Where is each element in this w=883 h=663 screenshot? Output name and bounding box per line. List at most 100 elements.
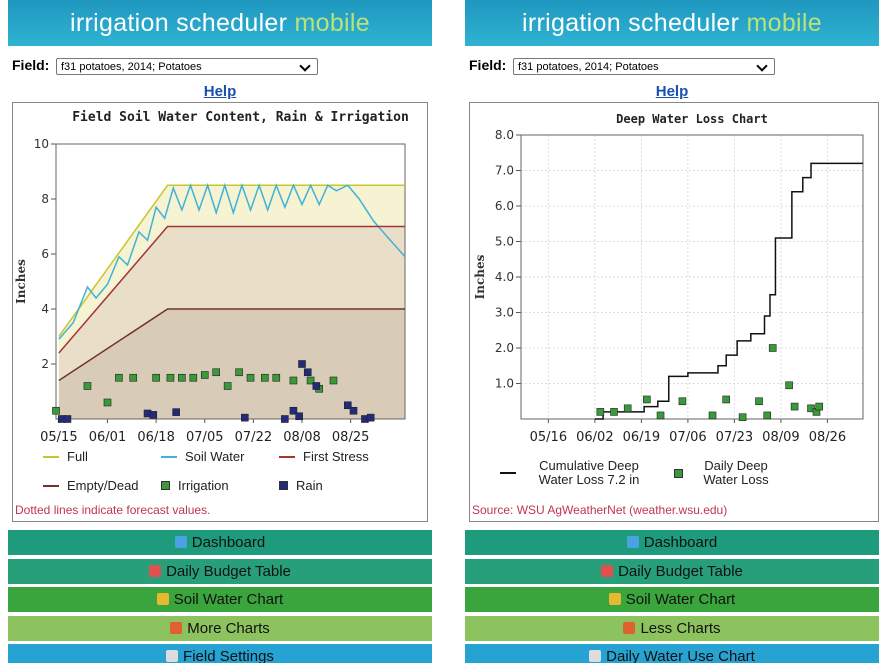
field-select[interactable]: f31 potatoes, 2014; Potatoes (513, 58, 775, 75)
y-tick-label: 6.0 (495, 199, 514, 213)
header-title: irrigation scheduler (522, 9, 740, 37)
data-point (212, 368, 220, 377)
menu-icon (156, 593, 169, 605)
phone-screen: irrigation scheduler mobile Field: f31 pot… (8, 0, 432, 663)
menu-label: Soil Water Chart (625, 591, 736, 608)
menu-label: Field Settings (183, 648, 274, 663)
menu-button[interactable]: More Charts (8, 615, 432, 641)
x-tick-label: 06/01 (89, 430, 126, 443)
data-point (312, 382, 321, 390)
data-point (246, 373, 255, 382)
data-point (261, 373, 269, 382)
y-tick-label: 8.0 (495, 128, 514, 142)
band-fill (58, 185, 405, 353)
data-point (189, 373, 198, 382)
help-link[interactable]: Help (655, 83, 689, 100)
header-accent: mobile (294, 9, 370, 37)
x-tick-label: 08/09 (762, 430, 799, 443)
data-point (303, 368, 312, 377)
legend-swatch (279, 481, 288, 490)
data-point (623, 404, 632, 413)
chart-title: Field Soil Water Content, Rain & Irrigat… (72, 110, 409, 125)
data-point (366, 413, 375, 422)
data-point (785, 381, 793, 390)
x-tick-label: 07/23 (716, 430, 753, 443)
menu-label: Dashboard (643, 534, 718, 551)
legend-item: Full (43, 449, 161, 464)
menu-label: More Charts (187, 619, 270, 637)
data-point (643, 395, 651, 404)
y-axis-label: Inches (473, 254, 487, 299)
x-tick-label: 05/15 (40, 430, 77, 443)
data-point (768, 344, 777, 352)
legend-item: Irrigation (161, 478, 279, 493)
help-link[interactable]: Help (203, 83, 237, 100)
x-tick-label: 06/19 (623, 430, 660, 443)
header-accent: mobile (746, 9, 822, 37)
menu-button[interactable]: Dashboard (465, 530, 879, 555)
legend: Full Soil Water First Stress Empty/Dead Irri… (13, 449, 427, 493)
field-select[interactable]: f31 potatoes, 2014; Potatoes (56, 58, 318, 75)
data-point (166, 373, 175, 382)
menu-icon (166, 650, 179, 662)
data-point (149, 411, 158, 419)
data-point (103, 398, 112, 407)
menu-label: Dashboard (191, 534, 266, 551)
legend-item: Empty/Dead (43, 478, 161, 493)
menu-button[interactable]: Dashboard (8, 530, 432, 555)
legend-label: Empty/Dead (67, 478, 139, 493)
data-point (63, 415, 72, 423)
legend-swatch (500, 472, 516, 474)
data-point (656, 411, 665, 420)
chart: Deep Water Loss Chart Inches 1.0 2.0 3.0 4.0 5… (473, 112, 864, 443)
menu-button[interactable]: Daily Budget Table (465, 558, 879, 584)
menu-button[interactable]: Daily Water Use Chart (465, 644, 879, 663)
y-tick-label: 8 (41, 192, 49, 206)
legend-label: Full (67, 449, 88, 464)
legend-label: Daily Deep Water Loss (703, 458, 769, 487)
data-point (306, 376, 315, 385)
data-point (738, 413, 747, 422)
y-axis-label: Inches (14, 259, 28, 304)
legend-item: Cumulative Deep Water Loss 7.2 in (500, 459, 674, 487)
menu-button[interactable]: Field Settings (8, 644, 432, 663)
data-point (52, 406, 60, 415)
legend-item: Daily Deep Water Loss (674, 459, 848, 487)
plot-border (55, 143, 406, 420)
x-tick-label: 05/16 (530, 430, 567, 443)
legend-swatch (161, 481, 170, 490)
menu-button[interactable]: Less Charts (465, 615, 879, 641)
menu-button[interactable]: Soil Water Chart (465, 587, 879, 612)
legend-swatch (43, 484, 59, 487)
field-label: Field: (12, 57, 50, 73)
x-tick-label: 07/05 (186, 430, 223, 443)
legend-label: First Stress (303, 449, 369, 464)
menu-button[interactable]: Daily Budget Table (8, 558, 432, 584)
menu-icon (623, 621, 636, 634)
legend-item: Soil Water (161, 449, 279, 464)
y-tick-label: 3.0 (495, 306, 514, 320)
data-point (763, 411, 772, 420)
legend-swatch (674, 468, 683, 478)
data-point (295, 412, 303, 421)
data-point (129, 373, 138, 382)
series-line (58, 182, 406, 340)
chart-note: Dotted lines indicate forecast values. (15, 503, 211, 517)
legend-label: Soil Water (185, 449, 245, 464)
data-point (708, 411, 717, 420)
data-point (241, 413, 249, 422)
menu-button[interactable]: Soil Water Chart (8, 587, 432, 612)
menu-icon (149, 564, 162, 577)
x-tick-label: 07/22 (235, 430, 272, 443)
menu-label: Daily Budget Table (166, 562, 291, 580)
x-tick-label: 08/25 (332, 430, 369, 443)
data-point (235, 368, 243, 377)
field-label: Field: (469, 57, 507, 73)
app-header: irrigation scheduler mobile (8, 0, 432, 46)
chart: Field Soil Water Content, Rain & Irrigat… (14, 110, 409, 443)
data-point (281, 415, 289, 423)
data-point (289, 376, 298, 385)
x-tick-label: 08/26 (809, 430, 846, 443)
y-tick-label: 1.0 (495, 377, 514, 391)
